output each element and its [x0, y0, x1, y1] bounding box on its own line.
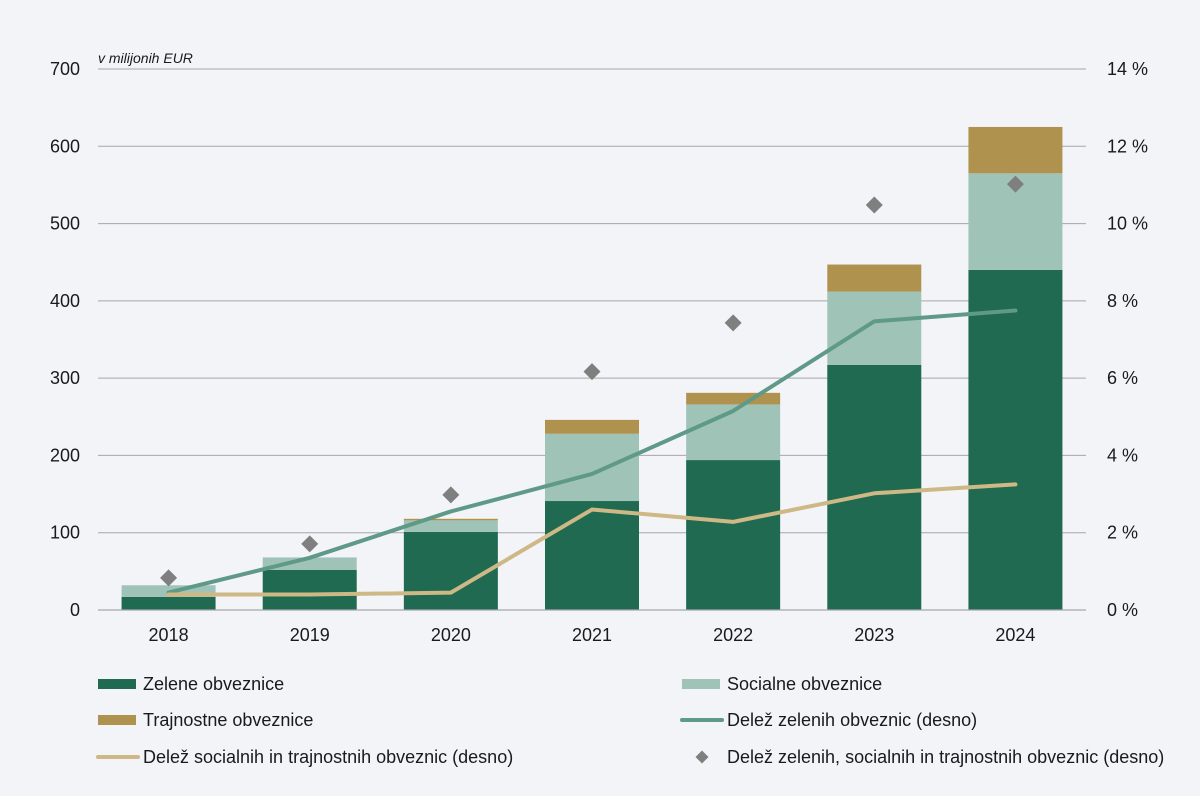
unit-label: v milijonih EUR — [98, 50, 193, 66]
line-delez-zelenih — [166, 308, 1018, 595]
y-right-tick-label: 4 % — [1107, 445, 1138, 465]
x-tick-label: 2019 — [290, 625, 330, 645]
y-left-tick-label: 100 — [50, 523, 80, 543]
bar-trajnostne — [968, 126, 1063, 174]
y-right-tick-label: 2 % — [1107, 523, 1138, 543]
legend-label: Delež zelenih obveznic (desno) — [727, 710, 977, 730]
bar-zelene — [827, 365, 922, 610]
legend-delez-zelenih: Delež zelenih obveznic (desno) — [680, 710, 977, 730]
bar-zelene — [968, 269, 1063, 610]
legend-swatch — [682, 679, 720, 689]
bar-trajnostne — [827, 264, 922, 292]
bar-zelene — [121, 596, 216, 610]
y-left-tick-label: 400 — [50, 291, 80, 311]
y-left-tick-label: 200 — [50, 445, 80, 465]
y-left-tick-label: 0 — [70, 600, 80, 620]
bar-zelene — [686, 460, 781, 610]
legend-label: Zelene obveznice — [143, 674, 284, 694]
line-series — [166, 308, 1018, 597]
legend-label: Trajnostne obveznice — [143, 710, 313, 730]
bar-socialne — [545, 433, 639, 502]
legend-zelene: Zelene obveznice — [98, 674, 284, 694]
y-right-tick-label: 0 % — [1107, 600, 1138, 620]
bar-zelene — [545, 501, 639, 610]
marker-delez-skupaj — [160, 569, 178, 587]
bar-zelene — [262, 569, 357, 610]
bar-trajnostne — [403, 518, 498, 521]
line-delez-socialnih-trajnostnih — [166, 482, 1018, 597]
y-left-tick-label: 700 — [50, 59, 80, 79]
marker-delez-skupaj — [724, 314, 742, 332]
x-tick-label: 2024 — [995, 625, 1035, 645]
legend-label: Delež zelenih, socialnih in trajnostnih … — [727, 747, 1164, 767]
y-left-tick-label: 600 — [50, 136, 80, 156]
bar-socialne — [686, 404, 781, 461]
y-right-tick-label: 8 % — [1107, 291, 1138, 311]
legend-swatch — [98, 679, 136, 689]
marker-delez-skupaj — [442, 486, 460, 504]
bar-socialne — [403, 520, 498, 532]
marker-delez-skupaj — [301, 535, 319, 553]
legend: Zelene obveznice Socialne obveznice Trajno… — [96, 674, 1164, 767]
legend-delez-skupaj: Delež zelenih, socialnih in trajnostnih … — [695, 747, 1164, 767]
x-tick-label: 2020 — [431, 625, 471, 645]
legend-label: Socialne obveznice — [727, 674, 882, 694]
x-tick-label: 2023 — [854, 625, 894, 645]
legend-swatch — [98, 715, 136, 725]
bar-socialne — [827, 291, 922, 366]
axes: 0 100 200 300 400 500 600 700 0 % 2 % 4 % 6 % 8 % 10 … — [50, 59, 1148, 645]
y-left-tick-label: 500 — [50, 214, 80, 234]
y-right-tick-label: 6 % — [1107, 368, 1138, 388]
legend-trajnostne: Trajnostne obveznice — [98, 710, 313, 730]
bar-zelene — [403, 531, 498, 610]
legend-delez-socialnih-trajnostnih: Delež socialnih in trajnostnih obveznic … — [96, 747, 513, 767]
y-left-tick-label: 300 — [50, 368, 80, 388]
legend-socialne: Socialne obveznice — [682, 674, 882, 694]
y-right-tick-label: 14 % — [1107, 59, 1148, 79]
scatter-series — [160, 175, 1024, 587]
x-tick-label: 2018 — [149, 625, 189, 645]
y-right-tick-label: 12 % — [1107, 136, 1148, 156]
x-tick-label: 2021 — [572, 625, 612, 645]
legend-swatch — [695, 750, 709, 764]
marker-delez-skupaj — [865, 196, 883, 214]
legend-label: Delež socialnih in trajnostnih obveznic … — [143, 747, 513, 767]
bar-socialne — [262, 557, 357, 570]
bar-trajnostne — [545, 419, 639, 434]
marker-delez-skupaj — [1006, 175, 1024, 193]
bar-series — [121, 126, 1063, 610]
bar-trajnostne — [686, 392, 781, 405]
marker-delez-skupaj — [583, 363, 601, 381]
x-tick-label: 2022 — [713, 625, 753, 645]
y-right-tick-label: 10 % — [1107, 214, 1148, 234]
